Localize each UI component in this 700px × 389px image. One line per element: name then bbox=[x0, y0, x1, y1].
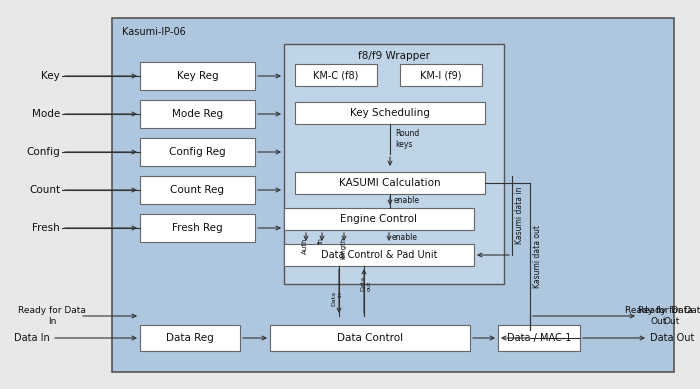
Text: KM-I (f9): KM-I (f9) bbox=[420, 70, 462, 80]
Text: Count Reg: Count Reg bbox=[171, 185, 225, 195]
Text: Mode Reg: Mode Reg bbox=[172, 109, 223, 119]
Text: Ready for Data
Out: Ready for Data Out bbox=[625, 306, 693, 326]
Text: Key Scheduling: Key Scheduling bbox=[350, 108, 430, 118]
Text: Key: Key bbox=[41, 71, 60, 81]
Text: Data
out: Data out bbox=[360, 276, 372, 291]
Text: Ready for Data
Out: Ready for Data Out bbox=[638, 306, 700, 326]
Text: f8/f9 Wrapper: f8/f9 Wrapper bbox=[358, 51, 430, 61]
Text: Data Out: Data Out bbox=[650, 333, 694, 343]
Text: KM-C (f8): KM-C (f8) bbox=[314, 70, 358, 80]
Bar bbox=[112, 18, 674, 372]
Text: Auth: Auth bbox=[302, 237, 308, 254]
Text: enable: enable bbox=[394, 196, 420, 205]
Bar bbox=[140, 100, 255, 128]
Bar bbox=[284, 244, 474, 266]
Text: Data Reg: Data Reg bbox=[166, 333, 214, 343]
Text: Data
in: Data in bbox=[332, 291, 342, 306]
Text: Round
keys: Round keys bbox=[395, 129, 419, 149]
Text: Key Reg: Key Reg bbox=[176, 71, 218, 81]
Bar bbox=[140, 138, 255, 166]
Text: Data Control & Pad Unit: Data Control & Pad Unit bbox=[321, 250, 438, 260]
Text: fn: fn bbox=[318, 237, 324, 244]
Text: enable: enable bbox=[392, 233, 418, 242]
Bar bbox=[140, 214, 255, 242]
Bar bbox=[295, 102, 485, 124]
Text: Kasumi-IP-06: Kasumi-IP-06 bbox=[122, 27, 186, 37]
Text: Count: Count bbox=[29, 185, 60, 195]
Bar bbox=[140, 62, 255, 90]
Text: Ready for Data
In: Ready for Data In bbox=[18, 306, 86, 326]
Text: Config: Config bbox=[27, 147, 60, 157]
Bar bbox=[270, 325, 470, 351]
Bar bbox=[140, 176, 255, 204]
Bar bbox=[295, 172, 485, 194]
Bar bbox=[284, 208, 474, 230]
Bar bbox=[140, 325, 240, 351]
Text: Mode: Mode bbox=[32, 109, 60, 119]
Bar bbox=[400, 64, 482, 86]
Text: Fresh: Fresh bbox=[32, 223, 60, 233]
Text: Config Reg: Config Reg bbox=[169, 147, 226, 157]
Text: Fresh Reg: Fresh Reg bbox=[172, 223, 223, 233]
Bar bbox=[498, 325, 580, 351]
Bar bbox=[295, 64, 377, 86]
Text: length: length bbox=[340, 237, 346, 259]
Text: KASUMI Calculation: KASUMI Calculation bbox=[340, 178, 441, 188]
Text: Data In: Data In bbox=[14, 333, 50, 343]
Text: Engine Control: Engine Control bbox=[340, 214, 417, 224]
Text: Kasumi data in: Kasumi data in bbox=[514, 187, 524, 244]
Bar bbox=[284, 44, 504, 284]
Text: Kasumi data out: Kasumi data out bbox=[533, 225, 542, 288]
Text: Data Control: Data Control bbox=[337, 333, 403, 343]
Text: Data / MAC-1: Data / MAC-1 bbox=[507, 333, 571, 343]
